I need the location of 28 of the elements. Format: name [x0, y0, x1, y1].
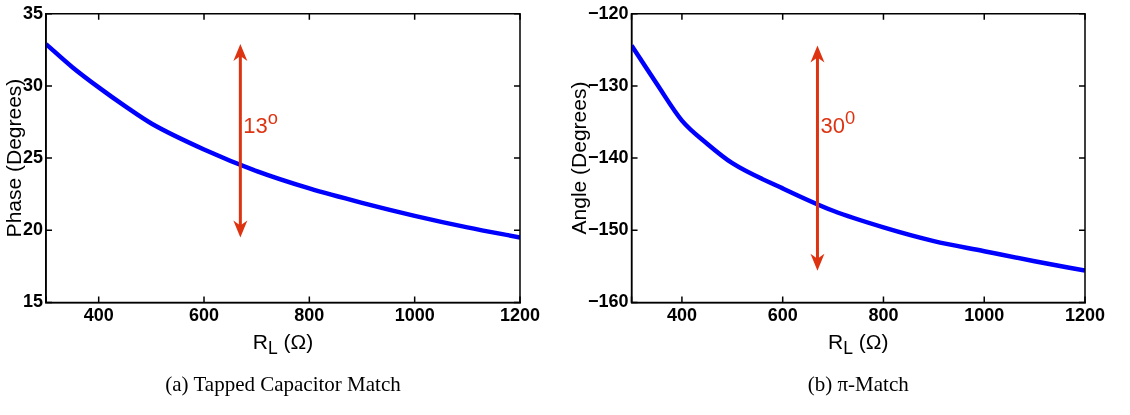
line-series — [631, 43, 1085, 273]
x-tick-label: 1000 — [394, 305, 435, 326]
x-tick-label: 800 — [868, 305, 899, 326]
y-tick-label: −130 — [588, 74, 629, 95]
x-axis-title: R$_{L}$ (Ω) — [828, 330, 889, 360]
y-tick-label: −160 — [588, 291, 629, 312]
y-tick-label: −140 — [588, 147, 629, 168]
y-tick-label: −150 — [588, 219, 629, 240]
line-series — [46, 41, 520, 240]
y-axis-title: Angle (Degrees) — [567, 81, 590, 235]
y-tick-label: 20 — [22, 219, 44, 240]
x-tick-label: 400 — [83, 305, 114, 326]
x-tick-label: 600 — [188, 305, 220, 326]
x-tick-label: 400 — [666, 305, 697, 326]
x-axis-title: R$_{L}$ (Ω) — [252, 330, 314, 360]
y-tick-label: −120 — [588, 2, 629, 23]
x-tick-label: 1200 — [1064, 305, 1106, 326]
x-tick-label: 1200 — [499, 305, 541, 326]
annotation: 13$^{o}$ — [243, 107, 279, 140]
y-tick-label: 15 — [22, 291, 44, 312]
x-tick-label: 800 — [294, 305, 325, 326]
annotation: 30$^{0}$ — [820, 107, 856, 140]
x-tick-label: 1000 — [964, 305, 1005, 326]
text: (a) Tapped Capacitor Match — [165, 372, 401, 397]
text: (b) π-Match — [807, 372, 909, 397]
y-tick-label: 30 — [22, 74, 44, 95]
y-tick-label: 35 — [22, 2, 44, 23]
x-tick-label: 600 — [767, 305, 798, 326]
